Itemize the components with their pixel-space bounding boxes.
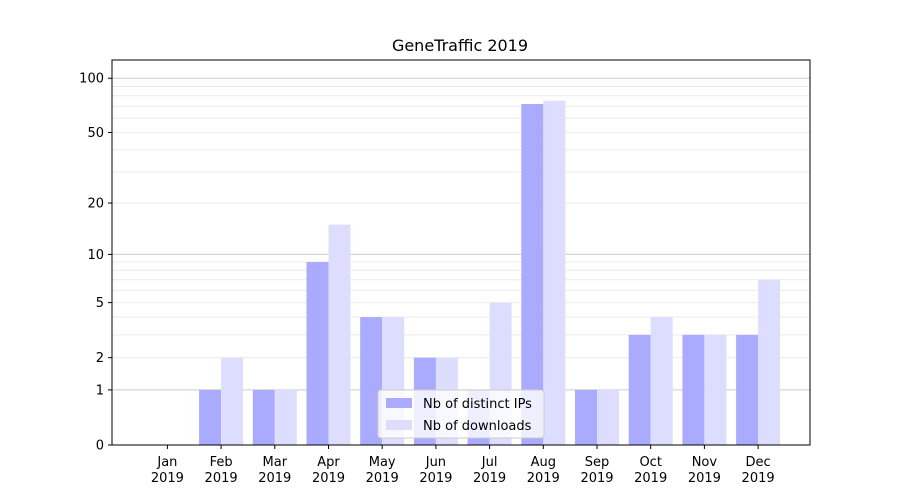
y-tick-label: 100 — [79, 72, 104, 87]
x-tick-label: Nov — [692, 455, 718, 470]
legend-label-ips: Nb of distinct IPs — [423, 397, 532, 412]
chart-title: GeneTraffic 2019 — [392, 36, 528, 55]
x-tick-label: 2019 — [312, 471, 345, 486]
y-tick-label: 1 — [96, 383, 104, 398]
legend-swatch-ips — [386, 398, 412, 408]
x-tick-label: 2019 — [473, 471, 506, 486]
y-tick-label: 0 — [96, 439, 104, 454]
legend-label-downloads: Nb of downloads — [423, 419, 532, 434]
y-tick-label: 10 — [87, 248, 104, 263]
x-tick-label: 2019 — [742, 471, 775, 486]
x-tick-label: Feb — [210, 455, 233, 470]
x-tick-label: Apr — [317, 455, 340, 470]
y-tick-label: 50 — [87, 126, 104, 141]
bar-ips — [199, 390, 221, 445]
bar-downloads — [758, 280, 780, 445]
bar-ips — [575, 390, 597, 445]
x-tick-label: Jul — [481, 455, 498, 470]
x-tick-label: Dec — [746, 455, 771, 470]
x-tick-label: Jan — [156, 455, 177, 470]
bar-ips — [306, 262, 328, 445]
x-tick-label: 2019 — [258, 471, 291, 486]
bar-ips — [736, 335, 758, 445]
x-tick-label: Mar — [263, 455, 288, 470]
bar-ips — [629, 335, 651, 445]
legend-swatch-downloads — [386, 420, 412, 430]
x-tick-label: 2019 — [527, 471, 560, 486]
x-tick-label: 2019 — [688, 471, 721, 486]
x-tick-label: 2019 — [419, 471, 452, 486]
bar-ips — [253, 390, 275, 445]
y-axis: 0 1 2 5 10 20 50 100 — [79, 72, 112, 454]
y-tick-label: 5 — [96, 296, 104, 311]
x-tick-label: Aug — [531, 455, 556, 470]
x-axis: Jan2019Feb2019Mar2019Apr2019May2019Jun20… — [151, 445, 775, 486]
bar-ips — [682, 335, 704, 445]
x-tick-label: 2019 — [580, 471, 613, 486]
y-tick-label: 20 — [87, 197, 104, 212]
bar-downloads — [597, 390, 619, 445]
y-tick-label: 2 — [96, 351, 104, 366]
x-tick-label: Sep — [585, 455, 610, 470]
bar-downloads — [275, 390, 297, 445]
bar-downloads — [704, 335, 726, 445]
x-tick-label: 2019 — [634, 471, 667, 486]
bar-downloads — [543, 101, 565, 445]
x-tick-label: 2019 — [205, 471, 238, 486]
x-tick-label: 2019 — [366, 471, 399, 486]
bar-downloads — [651, 317, 673, 445]
x-tick-label: 2019 — [151, 471, 184, 486]
legend: Nb of distinct IPs Nb of downloads — [378, 390, 544, 438]
x-tick-label: Oct — [639, 455, 661, 470]
x-tick-label: May — [369, 455, 396, 470]
x-tick-label: Jun — [425, 455, 446, 470]
bar-downloads — [221, 358, 243, 445]
bar-downloads — [328, 225, 350, 445]
